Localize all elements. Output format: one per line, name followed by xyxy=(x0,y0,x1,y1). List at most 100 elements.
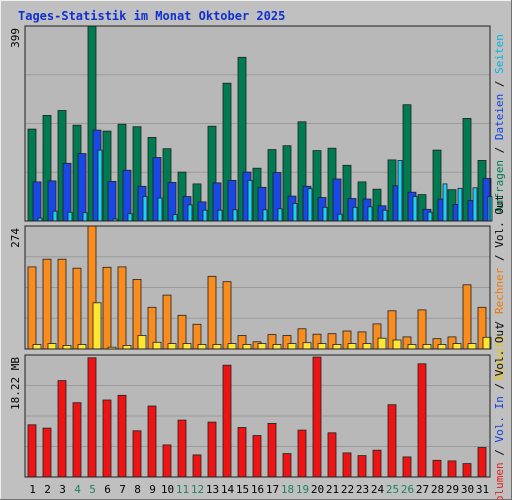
y-max-label-top: 399 xyxy=(9,28,22,48)
bar-rechner-day-7 xyxy=(117,266,127,350)
x-tick-label-day-21: 21 xyxy=(326,483,339,496)
bar-besuche-day-1 xyxy=(32,344,42,350)
y-max-label-bottom: 18.22 MB xyxy=(9,357,22,410)
bar-volumen-day-5 xyxy=(87,357,97,478)
plot-frame-bottom xyxy=(24,354,491,478)
x-tick-label-day-19: 19 xyxy=(296,483,309,496)
right-legend-bottom: Volumen / Vol. In / Vol. Out xyxy=(493,323,506,500)
x-tick-label-day-24: 24 xyxy=(371,483,385,496)
bar-seiten-day-19 xyxy=(307,188,313,222)
bar-besuche-day-23 xyxy=(362,343,372,350)
bar-volumen-day-28 xyxy=(432,459,442,478)
x-tick-label-day-8: 8 xyxy=(134,483,141,496)
bar-besuche-day-14 xyxy=(227,343,237,350)
plot-frame-top xyxy=(24,25,491,222)
bar-besuche-day-29 xyxy=(452,343,462,350)
bar-besuche-day-7 xyxy=(122,344,132,350)
bar-volumen-day-20 xyxy=(312,356,322,478)
bar-besuche-day-24 xyxy=(377,337,387,350)
bar-seiten-day-30 xyxy=(472,187,478,222)
bar-volumen-day-29 xyxy=(447,460,457,478)
legend-text-part: Volumen xyxy=(493,462,506,500)
bar-volumen-day-10 xyxy=(162,444,172,478)
legend-text-part: Vol. Out xyxy=(493,323,506,376)
bar-volumen-day-21 xyxy=(327,432,337,478)
bar-rechner-day-30 xyxy=(462,284,472,350)
x-tick-label-day-26: 26 xyxy=(401,483,414,496)
bar-volumen-day-16 xyxy=(252,435,262,478)
right-legend-middle: Besuche / Rechner / Vol. Out xyxy=(493,195,506,380)
bar-seiten-day-4 xyxy=(82,212,88,222)
bar-seiten-day-18 xyxy=(292,202,298,222)
legend-text-part: Seiten xyxy=(493,34,506,74)
x-tick-label-day-15: 15 xyxy=(236,483,249,496)
bar-besuche-day-26 xyxy=(407,344,417,350)
x-tick-label-day-23: 23 xyxy=(356,483,369,496)
x-axis-day-labels: 1 2 3 4 5 6 7 8 9 10 11 12 13 14 15 16 17 18 19 20 21 22 23 24 2… xyxy=(29,483,489,496)
bar-volumen-day-7 xyxy=(117,394,127,478)
bar-seiten-day-15 xyxy=(247,179,253,222)
panel-middle: 274 Besuche / Rechner / Vol. Out xyxy=(9,195,506,380)
bar-rechner-day-4 xyxy=(72,267,82,350)
x-tick-label-day-7: 7 xyxy=(119,483,126,496)
bar-volumen-day-3 xyxy=(57,380,67,478)
x-tick-label-day-29: 29 xyxy=(446,483,459,496)
x-tick-label-day-5: 5 xyxy=(89,483,96,496)
x-tick-label-day-10: 10 xyxy=(161,483,174,496)
chart-title: Tages-Statistik im Monat Oktober 2025 xyxy=(18,9,285,23)
bar-seiten-day-5 xyxy=(97,149,103,222)
bar-seiten-day-16 xyxy=(262,209,268,222)
bar-seiten-day-28 xyxy=(442,183,448,222)
bar-volumen-day-18 xyxy=(282,453,292,478)
bar-seiten-day-10 xyxy=(172,214,178,222)
bar-besuche-day-11 xyxy=(182,343,192,350)
x-tick-label-day-18: 18 xyxy=(281,483,294,496)
bar-rechner-day-14 xyxy=(222,281,232,350)
bar-volumen-day-2 xyxy=(42,427,52,478)
bar-volumen-day-9 xyxy=(147,405,157,478)
bar-volumen-day-25 xyxy=(387,404,397,478)
legend-text-part: Vol. In xyxy=(493,396,506,442)
bar-seiten-day-8 xyxy=(142,196,148,222)
bar-besuche-day-9 xyxy=(152,341,162,350)
bar-besuche-day-20 xyxy=(317,343,327,350)
legend-text-part: / xyxy=(493,248,506,268)
bar-volumen-day-11 xyxy=(177,419,187,478)
bar-volumen-day-19 xyxy=(297,429,307,478)
bar-volumen-day-6 xyxy=(102,399,112,478)
bar-volumen-day-22 xyxy=(342,452,352,478)
legend-text-part: Rechner xyxy=(493,267,506,314)
x-tick-label-day-30: 30 xyxy=(461,483,474,496)
bar-dateien-day-6 xyxy=(107,180,117,222)
x-tick-label-day-14: 14 xyxy=(221,483,235,496)
bar-volumen-day-14 xyxy=(222,364,232,478)
bar-seiten-day-24 xyxy=(382,209,388,222)
legend-text-part: / xyxy=(493,314,506,334)
bar-volumen-day-13 xyxy=(207,421,217,478)
legend-text-part: Vol. Out xyxy=(493,195,506,248)
bar-besuche-day-17 xyxy=(272,344,282,350)
bar-besuche-day-30 xyxy=(467,343,477,350)
bar-seiten-day-2 xyxy=(52,210,58,222)
bar-seiten-day-17 xyxy=(277,208,283,222)
bar-volumen-day-15 xyxy=(237,427,247,478)
legend-text-part: Besuche xyxy=(493,334,506,380)
bar-besuche-day-16 xyxy=(257,343,267,350)
x-tick-label-day-12: 12 xyxy=(191,483,204,496)
bar-volumen-day-17 xyxy=(267,422,277,478)
bar-volumen-day-31 xyxy=(477,447,487,478)
bar-rechner-day-1 xyxy=(27,266,37,350)
legend-text-part: Anfragen xyxy=(493,160,506,213)
bar-seiten-day-20 xyxy=(322,206,328,222)
plot-frame-middle xyxy=(24,225,491,350)
bar-seiten-day-26 xyxy=(412,196,418,222)
bar-seiten-day-12 xyxy=(202,209,208,222)
x-tick-label-day-25: 25 xyxy=(386,483,399,496)
bar-besuche-day-15 xyxy=(242,344,252,350)
bar-besuche-day-10 xyxy=(167,343,177,350)
x-tick-label-day-16: 16 xyxy=(251,483,264,496)
bar-volumen-day-27 xyxy=(417,363,427,478)
